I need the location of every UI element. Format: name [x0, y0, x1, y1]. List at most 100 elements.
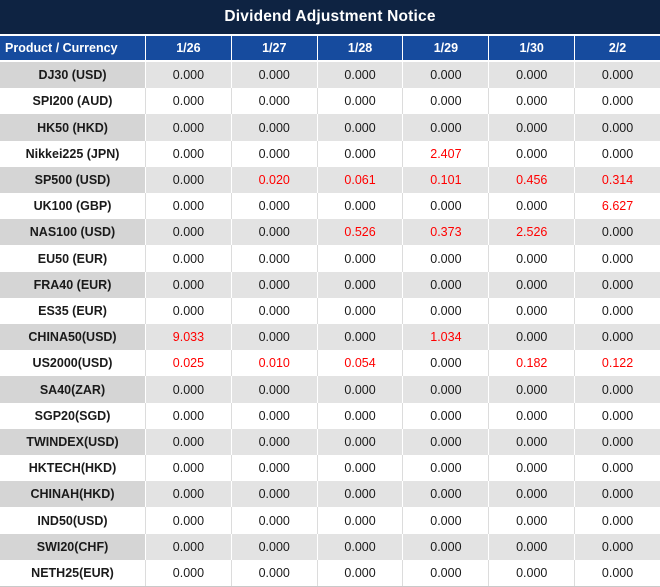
table-row: IND50(USD) 0.000 0.000 0.000 0.000 0.000 0.000 — [0, 507, 660, 534]
value-cell: 0.000 — [146, 376, 232, 403]
table-row: NETH25(EUR) 0.000 0.000 0.000 0.000 0.000 0.00… — [0, 559, 660, 587]
value-cell: 0.000 — [489, 245, 576, 272]
product-label: Nikkei225 (JPN) — [0, 140, 146, 167]
value-cell: 0.000 — [575, 140, 660, 167]
table-row: US2000(USD) 0.025 0.010 0.054 0.000 0.182 0.12… — [0, 350, 660, 377]
value-cell: 0.000 — [489, 271, 576, 298]
value-cell: 0.000 — [231, 193, 318, 220]
value-cell: 0.101 — [403, 166, 490, 194]
value-cell: 0.000 — [575, 402, 660, 429]
product-label: NAS100 (USD) — [0, 219, 146, 246]
value-cell: 0.000 — [575, 324, 660, 351]
value-cell: 0.000 — [146, 402, 232, 429]
value-cell: 0.000 — [317, 533, 404, 560]
product-label: US2000(USD) — [0, 350, 146, 377]
value-cell: 0.000 — [317, 481, 404, 508]
value-cell: 0.000 — [146, 88, 232, 115]
product-label: CHINAH(HKD) — [0, 481, 146, 508]
table-row: CHINAH(HKD) 0.000 0.000 0.000 0.000 0.000 0.00… — [0, 481, 660, 508]
date-header: 1/28 — [318, 36, 404, 60]
product-currency-header: Product / Currency — [0, 36, 146, 60]
table-header-row: Product / Currency 1/26 1/27 1/28 1/29 1… — [0, 36, 660, 62]
table-row: SGP20(SGD) 0.000 0.000 0.000 0.000 0.000 0.000 — [0, 402, 660, 429]
value-cell: 0.054 — [317, 350, 404, 377]
value-cell: 0.000 — [231, 428, 318, 456]
product-label: SA40(ZAR) — [0, 376, 146, 403]
product-label: HK50 (HKD) — [0, 114, 146, 141]
product-label: DJ30 (USD) — [0, 62, 146, 89]
page-title: Dividend Adjustment Notice — [224, 8, 436, 25]
table-row: EU50 (EUR) 0.000 0.000 0.000 0.000 0.000 0.000 — [0, 245, 660, 272]
value-cell: 0.025 — [146, 350, 232, 377]
value-cell: 0.000 — [403, 193, 490, 220]
value-cell: 0.000 — [231, 376, 318, 403]
value-cell: 0.000 — [575, 455, 660, 482]
value-cell: 0.000 — [489, 62, 576, 89]
title-bar: Dividend Adjustment Notice — [0, 0, 660, 36]
value-cell: 0.000 — [146, 428, 232, 456]
value-cell: 0.000 — [146, 140, 232, 167]
value-cell: 0.000 — [489, 193, 576, 220]
table-row: DJ30 (USD) 0.000 0.000 0.000 0.000 0.000 0.000 — [0, 62, 660, 89]
value-cell: 2.526 — [489, 219, 576, 246]
value-cell: 0.000 — [403, 88, 490, 115]
table-row: HKTECH(HKD) 0.000 0.000 0.000 0.000 0.000 0.00… — [0, 455, 660, 482]
value-cell: 0.000 — [403, 455, 490, 482]
product-label: HKTECH(HKD) — [0, 455, 146, 482]
value-cell: 0.000 — [317, 428, 404, 456]
product-label: SWI20(CHF) — [0, 533, 146, 560]
value-cell: 0.000 — [489, 533, 576, 560]
value-cell: 0.000 — [146, 219, 232, 246]
value-cell: 0.000 — [317, 62, 404, 89]
value-cell: 0.000 — [403, 297, 490, 325]
value-cell: 0.000 — [489, 455, 576, 482]
product-label: UK100 (GBP) — [0, 193, 146, 220]
value-cell: 0.000 — [231, 481, 318, 508]
value-cell: 0.314 — [575, 166, 660, 194]
product-label: SGP20(SGD) — [0, 402, 146, 429]
value-cell: 0.000 — [403, 62, 490, 89]
value-cell: 0.000 — [575, 559, 660, 587]
value-cell: 0.000 — [231, 140, 318, 167]
value-cell: 0.000 — [317, 324, 404, 351]
table-row: SPI200 (AUD) 0.000 0.000 0.000 0.000 0.000 0.0… — [0, 88, 660, 115]
value-cell: 0.061 — [317, 166, 404, 194]
table-row: SWI20(CHF) 0.000 0.000 0.000 0.000 0.000 0.000 — [0, 533, 660, 560]
product-label: FRA40 (EUR) — [0, 271, 146, 298]
value-cell: 0.000 — [317, 376, 404, 403]
value-cell: 1.034 — [403, 324, 490, 351]
value-cell: 2.407 — [403, 140, 490, 167]
value-cell: 0.000 — [489, 88, 576, 115]
table-row: SP500 (USD) 0.000 0.020 0.061 0.101 0.456 0.31… — [0, 166, 660, 194]
value-cell: 0.000 — [317, 559, 404, 587]
value-cell: 0.000 — [231, 114, 318, 141]
value-cell: 0.000 — [403, 271, 490, 298]
value-cell: 0.000 — [317, 297, 404, 325]
value-cell: 0.020 — [231, 166, 318, 194]
product-label: NETH25(EUR) — [0, 559, 146, 587]
value-cell: 0.000 — [146, 507, 232, 534]
date-header: 1/27 — [232, 36, 318, 60]
value-cell: 0.000 — [403, 402, 490, 429]
value-cell: 0.000 — [403, 376, 490, 403]
table-row: SA40(ZAR) 0.000 0.000 0.000 0.000 0.000 0.000 — [0, 376, 660, 403]
value-cell: 0.000 — [489, 324, 576, 351]
value-cell: 0.000 — [146, 62, 232, 89]
date-header: 1/26 — [146, 36, 232, 60]
value-cell: 0.000 — [231, 271, 318, 298]
value-cell: 0.000 — [146, 481, 232, 508]
value-cell: 0.000 — [575, 88, 660, 115]
value-cell: 0.000 — [575, 507, 660, 534]
table-row: NAS100 (USD) 0.000 0.000 0.526 0.373 2.526 0.0… — [0, 219, 660, 246]
value-cell: 0.000 — [231, 62, 318, 89]
value-cell: 0.000 — [403, 559, 490, 587]
date-header: 2/2 — [608, 41, 627, 55]
value-cell: 0.000 — [575, 533, 660, 560]
table-row: CHINA50(USD) 9.033 0.000 0.000 1.034 0.000 0.0… — [0, 324, 660, 351]
value-cell: 0.000 — [489, 297, 576, 325]
value-cell: 0.000 — [317, 88, 404, 115]
value-cell: 0.000 — [403, 428, 490, 456]
value-cell: 0.000 — [146, 166, 232, 194]
value-cell: 0.373 — [403, 219, 490, 246]
value-cell: 9.033 — [146, 324, 232, 351]
